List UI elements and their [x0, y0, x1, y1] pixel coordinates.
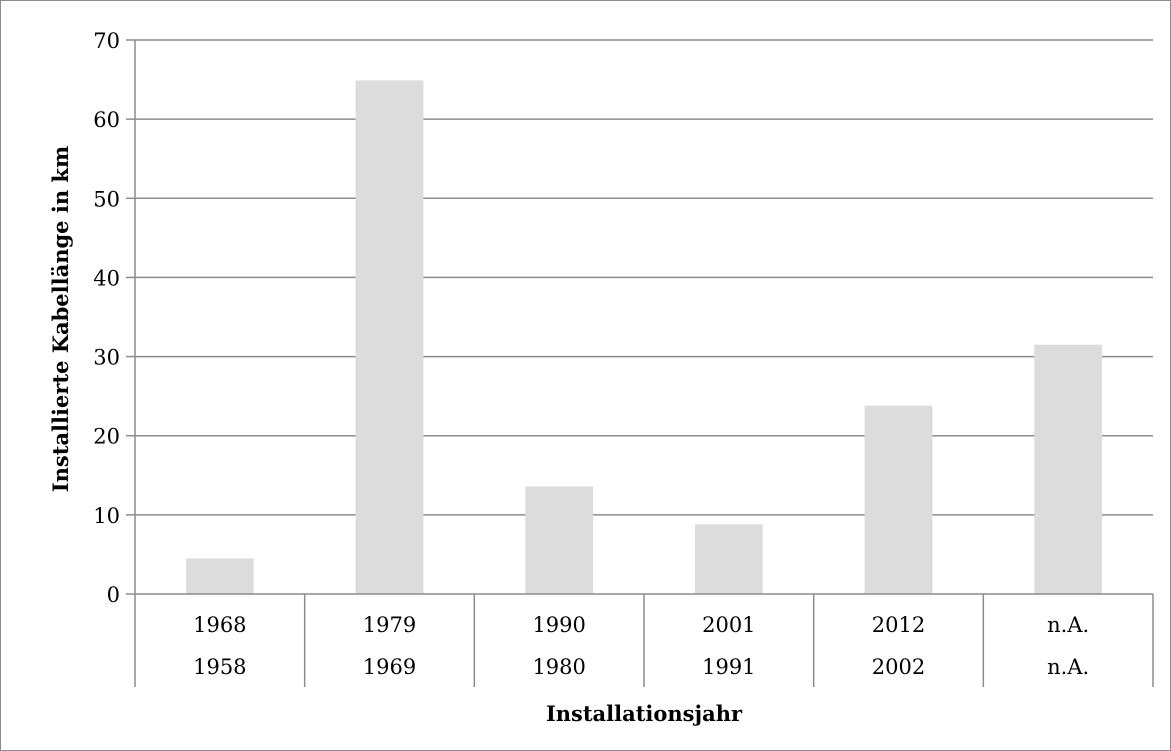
y-tick-label: 50: [93, 187, 120, 211]
bar: [1034, 344, 1103, 594]
bar: [185, 558, 254, 594]
gridlines: [135, 39, 1153, 516]
category-label-top: 1979: [363, 613, 416, 637]
category-label-bottom: n.A.: [1047, 655, 1089, 679]
bar: [694, 524, 763, 594]
category-label-bottom: 2002: [872, 655, 925, 679]
y-tick-label: 40: [93, 266, 120, 290]
category-label-top: 1990: [532, 613, 585, 637]
category-label-bottom: 1969: [363, 655, 416, 679]
y-tick-label: 30: [93, 346, 120, 370]
category-label-top: n.A.: [1047, 613, 1089, 637]
category-label-bottom: 1991: [702, 655, 755, 679]
category-label-top: 2012: [872, 613, 925, 637]
x-axis-title: Installationsjahr: [546, 701, 743, 726]
y-tick-label: 10: [93, 504, 120, 528]
bar: [864, 405, 933, 594]
y-tick-label: 20: [93, 425, 120, 449]
labels: 0 10 20 30 40 50 60 70 1968 1958 1979 1969 1990 1980 2…: [93, 29, 1089, 679]
y-tick-label: 70: [93, 29, 120, 53]
category-label-bottom: 1958: [193, 655, 246, 679]
bar: [525, 486, 594, 594]
y-axis-title: Installierte Kabellänge in km: [48, 146, 73, 492]
bars: [185, 80, 1103, 594]
category-label-bottom: 1980: [532, 655, 585, 679]
bar: [355, 80, 424, 594]
axes: [126, 39, 1154, 687]
y-tick-label: 60: [93, 108, 120, 132]
y-tick-label: 0: [107, 583, 120, 607]
category-label-top: 1968: [193, 613, 246, 637]
category-label-top: 2001: [702, 613, 755, 637]
